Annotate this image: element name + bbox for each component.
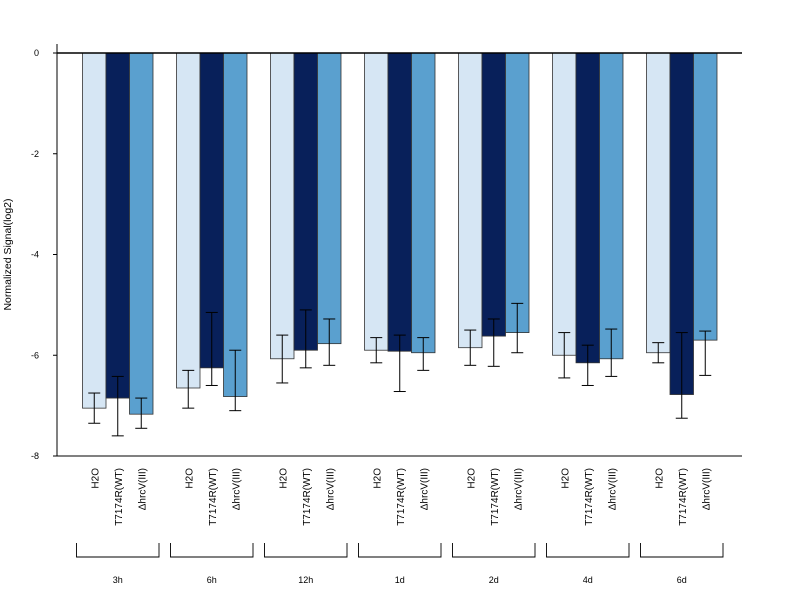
bar: [293, 52, 318, 351]
x-category-label: H2O: [466, 468, 477, 489]
x-category-label: ΔhrcV(III): [701, 468, 712, 510]
group-bracket: [358, 543, 442, 558]
error-bars: [88, 302, 712, 437]
x-category-label: H2O: [278, 468, 289, 489]
group-bracket: [546, 543, 630, 558]
bars: [82, 52, 718, 415]
bar: [481, 52, 506, 337]
x-category-label: H2O: [560, 468, 571, 489]
y-tick-label: -6: [31, 350, 39, 360]
x-category-label: ΔhrcV(III): [231, 468, 242, 510]
bar: [575, 52, 600, 364]
y-tick-label: 0: [34, 48, 39, 58]
x-category-label: H2O: [654, 468, 665, 489]
y-axis: 0 -2 -4 -6 -8: [31, 44, 742, 461]
x-category-label: T7174R(WT): [396, 468, 407, 526]
bar: [646, 52, 671, 354]
group-label: 12h: [298, 575, 313, 585]
group-label: 4d: [583, 575, 593, 585]
x-category-label: H2O: [184, 468, 195, 489]
x-category-label: T7174R(WT): [584, 468, 595, 526]
x-category-label: ΔhrcV(III): [607, 468, 618, 510]
bar: [317, 52, 342, 345]
bar: [105, 52, 130, 399]
bar: [411, 52, 436, 354]
y-tick-label: -4: [31, 250, 39, 260]
group-label: 6h: [207, 575, 217, 585]
x-category-label: T7174R(WT): [490, 468, 501, 526]
bar: [270, 52, 295, 360]
bar: [599, 52, 624, 360]
group-label: 6d: [677, 575, 687, 585]
x-category-label: T7174R(WT): [302, 468, 313, 526]
x-category-label: T7174R(WT): [678, 468, 689, 526]
x-category-label: T7174R(WT): [208, 468, 219, 526]
y-tick-label: -8: [31, 451, 39, 461]
x-category-label: ΔhrcV(III): [325, 468, 336, 510]
group-brackets: 3h 6h 12h 1d 2d 4d 6d: [76, 543, 724, 585]
x-category-label: ΔhrcV(III): [419, 468, 430, 510]
group-label: 3h: [113, 575, 123, 585]
group-bracket: [640, 543, 724, 558]
group-label: 1d: [395, 575, 405, 585]
bar: [176, 52, 201, 389]
bar: [505, 52, 530, 333]
bar: [223, 52, 248, 397]
bar: [387, 52, 412, 352]
bar: [552, 52, 577, 356]
group-label: 2d: [489, 575, 499, 585]
x-category-label: ΔhrcV(III): [513, 468, 524, 510]
y-tick-label: -2: [31, 149, 39, 159]
x-category-label: H2O: [90, 468, 101, 489]
group-bracket: [170, 543, 254, 558]
group-bracket: [76, 543, 160, 558]
x-category-label: ΔhrcV(III): [137, 468, 148, 510]
x-axis-labels: H2O T7174R(WT) ΔhrcV(III) H2O T7174R(WT) Δhrc…: [90, 468, 712, 526]
bar: [693, 52, 718, 341]
y-axis-label: Normalized Signal(log2): [2, 198, 14, 310]
group-bracket: [452, 543, 536, 558]
group-bracket: [264, 543, 348, 558]
bar: [129, 52, 154, 415]
x-category-label: H2O: [372, 468, 383, 489]
bar: [364, 52, 389, 351]
x-category-label: T7174R(WT): [114, 468, 125, 526]
bar: [82, 52, 107, 409]
bar: [458, 52, 483, 349]
